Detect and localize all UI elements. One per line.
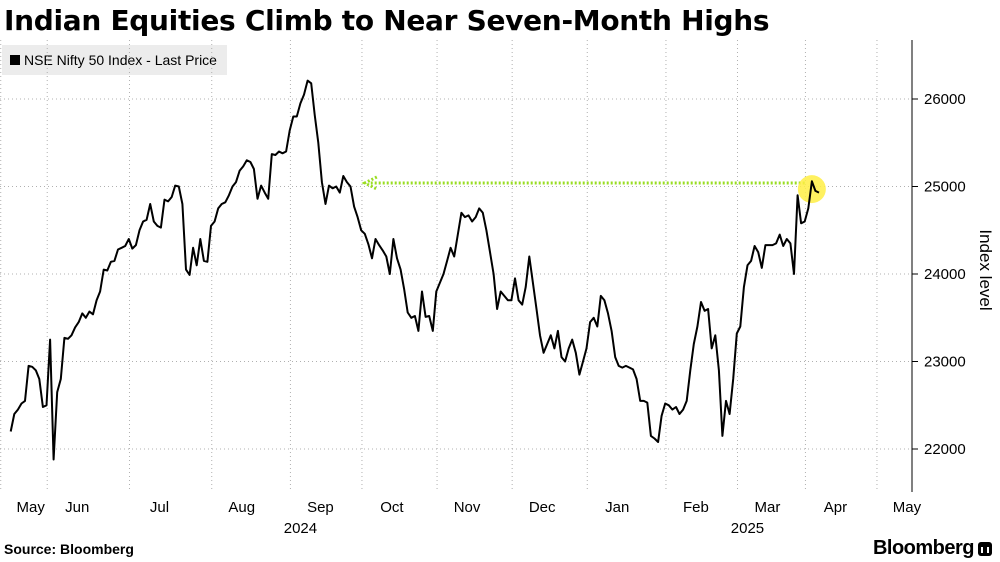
arrow-head-icon xyxy=(361,175,378,191)
y-tick-label: 22000 xyxy=(924,441,966,458)
x-tick-label: Oct xyxy=(380,499,404,516)
brand-name: Bloomberg xyxy=(872,537,975,559)
x-tick-label: Dec xyxy=(529,499,556,516)
x-tick-label: Jul xyxy=(150,499,169,516)
x-tick-label: Jun xyxy=(65,499,89,516)
x-tick-label: Mar xyxy=(755,499,781,516)
x-tick-label: Feb xyxy=(683,499,709,516)
source-note: Source: Bloomberg xyxy=(4,541,134,557)
x-year-label: 2025 xyxy=(731,520,764,537)
x-tick-label: Jan xyxy=(605,499,629,516)
bloomberg-terminal-icon xyxy=(978,541,992,556)
y-tick-label: 23000 xyxy=(924,354,966,371)
y-tick-label: 25000 xyxy=(924,179,966,196)
annotations xyxy=(361,175,826,204)
x-tick-label: May xyxy=(893,499,922,516)
legend-swatch xyxy=(10,55,20,65)
y-tick-label: 26000 xyxy=(924,91,966,108)
y-axis-title: Index level xyxy=(976,229,995,310)
x-tick-label: Nov xyxy=(454,499,481,516)
legend-label: NSE Nifty 50 Index - Last Price xyxy=(24,52,217,68)
x-year-label: 2024 xyxy=(284,520,317,537)
gridlines xyxy=(0,40,912,492)
x-tick-label: Apr xyxy=(824,499,847,516)
series-lines xyxy=(9,79,820,461)
x-tick-label: May xyxy=(17,499,46,516)
series-line-nifty50 xyxy=(9,79,820,461)
y-tick-label: 24000 xyxy=(924,266,966,283)
brand-logo: Bloomberg xyxy=(873,537,992,560)
x-tick-label: Sep xyxy=(307,499,334,516)
legend: NSE Nifty 50 Index - Last Price xyxy=(2,45,227,75)
x-tick-label: Aug xyxy=(228,499,255,516)
chart-title: Indian Equities Climb to Near Seven-Mont… xyxy=(4,4,770,37)
axes: 22000 23000 24000 25000 26000 May Jun Jul Aug Sep… xyxy=(17,40,995,537)
